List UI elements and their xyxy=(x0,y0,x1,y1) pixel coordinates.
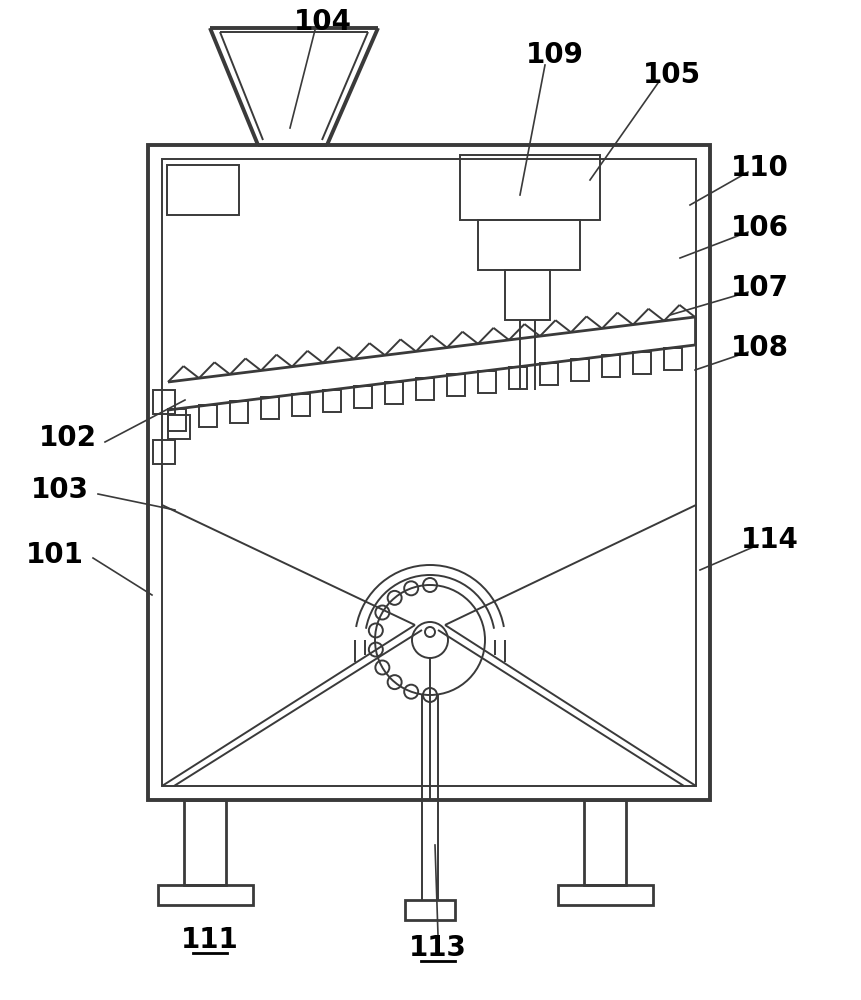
Bar xyxy=(153,440,175,464)
Bar xyxy=(292,394,310,416)
Bar xyxy=(665,348,682,370)
Text: 109: 109 xyxy=(526,41,584,69)
Bar xyxy=(584,800,626,885)
Bar xyxy=(448,374,465,396)
Bar xyxy=(148,145,710,800)
Bar xyxy=(572,359,589,381)
Bar xyxy=(184,800,226,885)
Bar xyxy=(541,363,558,385)
Text: 113: 113 xyxy=(409,934,467,962)
Bar xyxy=(168,415,190,439)
Text: 110: 110 xyxy=(731,154,789,182)
Text: 111: 111 xyxy=(181,926,238,954)
Text: 108: 108 xyxy=(731,334,789,362)
Bar xyxy=(558,885,653,905)
Bar xyxy=(634,352,651,373)
Text: 106: 106 xyxy=(731,214,789,242)
Bar xyxy=(405,900,455,920)
Bar xyxy=(168,409,186,431)
Text: 101: 101 xyxy=(26,541,84,569)
Bar xyxy=(158,885,253,905)
Bar xyxy=(230,401,248,423)
Bar xyxy=(386,382,403,404)
Bar xyxy=(417,378,434,400)
Bar xyxy=(261,397,279,419)
Bar xyxy=(478,220,580,270)
Text: 102: 102 xyxy=(39,424,97,452)
Text: 114: 114 xyxy=(741,526,799,554)
Bar xyxy=(153,390,175,414)
Text: 107: 107 xyxy=(731,274,789,302)
Bar xyxy=(510,367,527,389)
Bar xyxy=(162,159,696,786)
Text: 105: 105 xyxy=(643,61,701,89)
Bar xyxy=(199,405,217,427)
Bar xyxy=(167,165,239,215)
Bar xyxy=(354,386,372,408)
Bar xyxy=(323,390,341,412)
Text: 103: 103 xyxy=(31,476,89,504)
Bar xyxy=(603,355,620,377)
Bar xyxy=(479,371,496,393)
Text: 104: 104 xyxy=(294,8,352,36)
Bar xyxy=(460,155,600,220)
Bar xyxy=(505,270,550,320)
